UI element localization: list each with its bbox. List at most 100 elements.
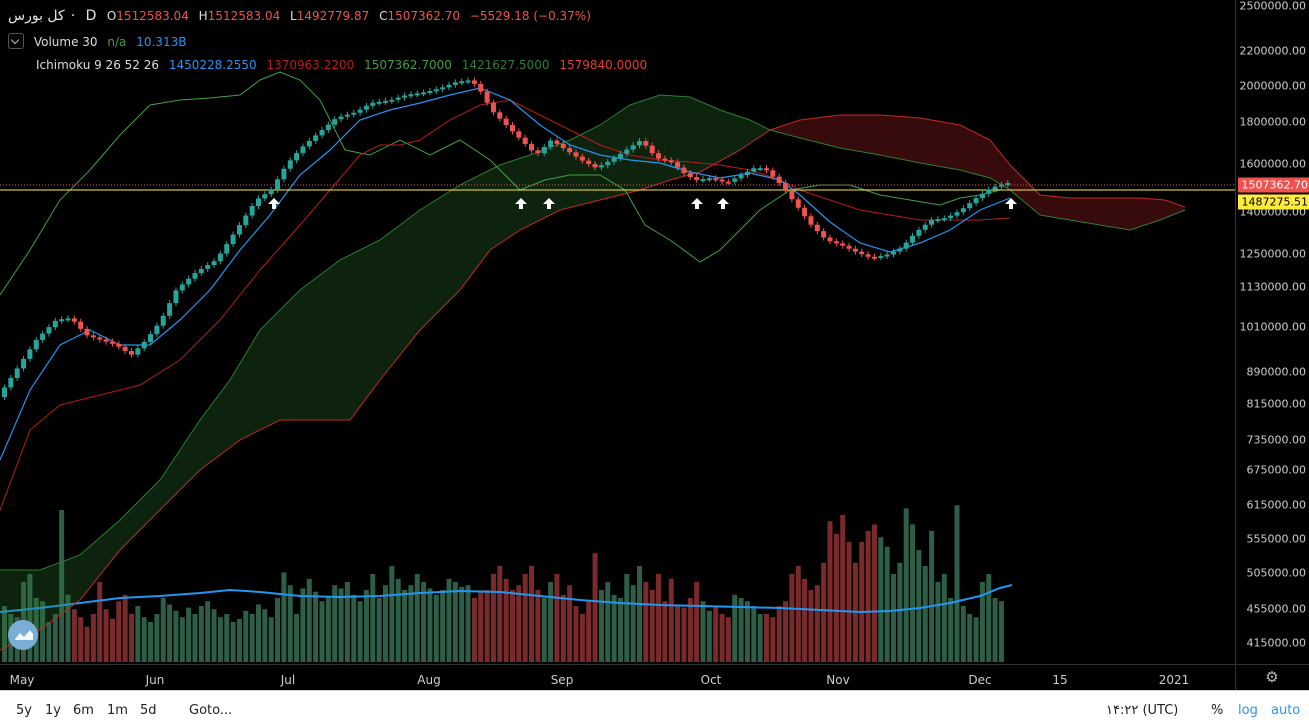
range-6m-button[interactable]: 6m (73, 703, 94, 718)
time-axis[interactable]: May Jun Jul Aug Sep Oct Nov Dec 15 2021 (0, 664, 1235, 691)
candle-body (903, 242, 909, 249)
chevron-down-icon[interactable] (8, 33, 24, 49)
candle-body (738, 175, 744, 179)
volume-bar (573, 606, 579, 662)
candle-body (141, 341, 147, 349)
volume-bar (706, 610, 712, 662)
price-tick-label: 1800000.00 (1239, 115, 1306, 129)
volume-bar (605, 582, 611, 662)
open-value: 1512583.04 (116, 9, 189, 23)
candle-body (452, 82, 458, 85)
volume-bar (344, 582, 350, 662)
time-tick-label: 15 (1052, 673, 1068, 687)
price-tick-label: 2200000.00 (1239, 44, 1306, 58)
clock-timezone[interactable]: ۱۴:۲۲ (UTC) (1106, 703, 1179, 718)
price-tick-label: 675000.00 (1246, 463, 1307, 477)
gear-icon[interactable]: ⚙ (1265, 668, 1279, 686)
volume-label[interactable]: Volume 30 (33, 34, 98, 49)
candle-body (179, 284, 185, 291)
volume-bar (351, 594, 357, 662)
interval-label[interactable]: D (85, 8, 97, 24)
range-1y-button[interactable]: 1y (45, 703, 61, 718)
candle-body (103, 339, 109, 342)
volume-bar (935, 582, 941, 662)
volume-bar (649, 590, 655, 662)
volume-bar (814, 585, 820, 662)
percent-toggle[interactable]: % (1211, 703, 1224, 718)
volume-bar (179, 617, 185, 662)
volume-bar (725, 617, 731, 662)
time-tick-label: 2021 (1158, 673, 1190, 687)
volume-bar (52, 614, 58, 662)
candle-body (668, 160, 674, 163)
volume-bar (910, 524, 916, 662)
volume-bar (40, 601, 46, 662)
candle-body (852, 248, 858, 252)
range-5y-button[interactable]: 5y (16, 703, 32, 718)
candle-body (21, 358, 27, 369)
candle-body (198, 268, 204, 274)
volume-bar (529, 566, 535, 662)
arrow-up-icon[interactable] (515, 198, 527, 209)
candle-body (465, 80, 471, 83)
volume-bar (27, 574, 33, 662)
volume-bar (319, 601, 325, 662)
candle-body (617, 153, 623, 159)
volume-bar (643, 582, 649, 662)
chart-pane[interactable]: کل بورس · D O1512583.04 H1512583.04 L1492… (0, 0, 1235, 664)
time-tick-label: Nov (826, 673, 850, 687)
candle-body (421, 92, 427, 95)
volume-bar (465, 585, 471, 662)
candle-body (694, 177, 700, 180)
candle-body (325, 124, 331, 131)
arrow-up-icon[interactable] (1005, 198, 1017, 209)
volume-ma-value: n/a (107, 34, 127, 49)
goto-button[interactable]: Goto... (189, 703, 233, 718)
volume-bar (586, 601, 592, 662)
candle-body (471, 80, 477, 84)
volume-bar (192, 614, 198, 662)
candle-body (116, 343, 122, 347)
volume-bar (230, 622, 236, 662)
candle-body (52, 320, 58, 328)
volume-bar (535, 590, 541, 662)
time-tick-label: Oct (700, 673, 722, 687)
candle-body (725, 181, 731, 184)
arrow-up-icon[interactable] (717, 198, 729, 209)
close-value: 1507362.70 (387, 9, 461, 23)
volume-bar (154, 614, 160, 662)
open-label: O (106, 9, 117, 23)
candle-body (186, 278, 192, 285)
symbol-name[interactable]: کل بورس (8, 8, 65, 24)
candle-body (503, 118, 509, 125)
arrow-up-icon[interactable] (268, 198, 280, 209)
candle-body (516, 131, 522, 138)
ichimoku-label[interactable]: Ichimoku 9 26 52 26 (36, 58, 159, 72)
arrow-up-icon[interactable] (543, 198, 555, 209)
price-tick-label: 1250000.00 (1239, 247, 1306, 261)
auto-toggle[interactable]: auto (1271, 703, 1301, 718)
candle-body (967, 203, 973, 209)
price-axis[interactable]: 2500000.00 2200000.00 2000000.00 1800000.00… (1235, 0, 1309, 664)
volume-bar (751, 606, 757, 662)
candle-body (554, 140, 560, 144)
volume-bar (478, 591, 484, 662)
volume-bar (256, 604, 261, 662)
legend-main-row: کل بورس · D O1512583.04 H1512583.04 L1492… (8, 8, 597, 24)
volume-bar (383, 585, 388, 662)
range-5d-button[interactable]: 5d (140, 703, 157, 718)
tradingview-logo[interactable] (8, 620, 38, 650)
candle-body (891, 251, 896, 255)
range-1m-button[interactable]: 1m (107, 703, 128, 718)
candle-body (954, 212, 960, 216)
volume-bar (109, 618, 115, 662)
arrow-up-icon[interactable] (691, 198, 703, 209)
volume-bar (789, 574, 795, 662)
price-tick-label: 1130000.00 (1239, 280, 1306, 294)
log-toggle[interactable]: log (1238, 703, 1258, 718)
volume-bar (122, 594, 128, 662)
hline-price-tag: 1487275.51 (1238, 194, 1309, 210)
candle-body (827, 237, 833, 242)
volume-bar (611, 594, 617, 662)
candle-body (97, 337, 103, 340)
